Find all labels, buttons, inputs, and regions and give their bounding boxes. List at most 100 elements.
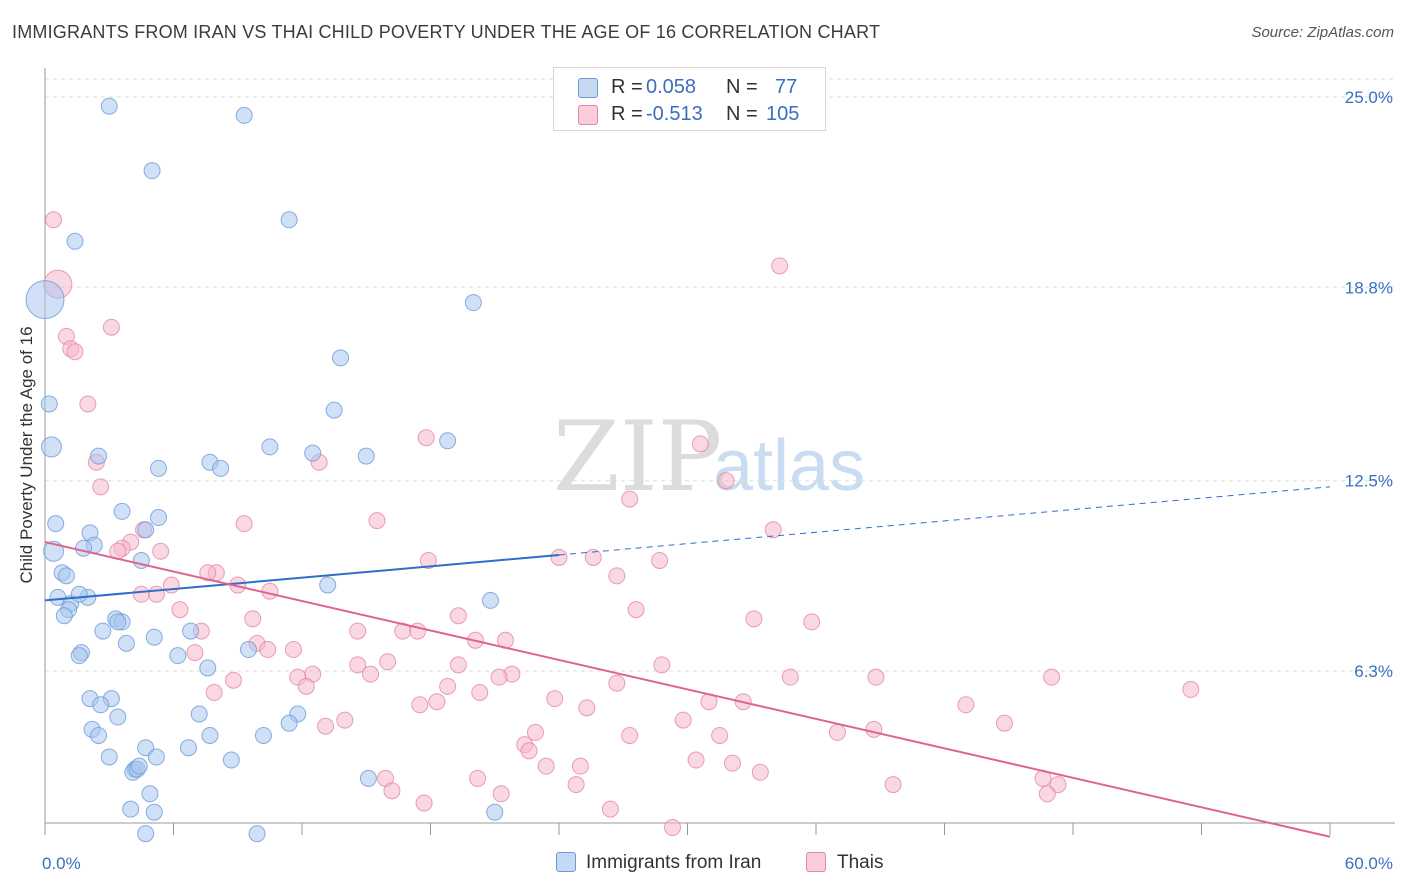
thai-point <box>469 769 487 787</box>
thai-point <box>199 564 217 582</box>
thai-point <box>653 656 671 674</box>
iran-point <box>43 540 65 562</box>
iran-point <box>280 211 298 229</box>
iran-point <box>141 785 159 803</box>
thai-point <box>411 696 429 714</box>
legend-row-iran: R = 0.058 N = 77 <box>554 74 825 102</box>
thai-point <box>297 677 315 695</box>
iran-point <box>92 696 110 714</box>
iran-point <box>179 739 197 757</box>
thai-point <box>259 641 277 659</box>
iran-point <box>222 751 240 769</box>
iran-point <box>40 395 58 413</box>
thai-point <box>1038 785 1056 803</box>
thai-point <box>439 677 457 695</box>
thai-point <box>383 782 401 800</box>
iran-point <box>182 622 200 640</box>
series-legend: Immigrants from Iran Thais <box>0 850 1406 880</box>
thai-point <box>45 211 63 229</box>
legend-n-value: 77 <box>775 76 798 98</box>
thai-point <box>781 668 799 686</box>
iran-point <box>486 803 504 821</box>
thai-point <box>224 671 242 689</box>
iran-point <box>100 97 118 115</box>
thai-point <box>171 601 189 619</box>
thai-point <box>578 699 596 717</box>
thai-point <box>550 548 568 566</box>
legend-n-value: 105 <box>766 103 800 125</box>
iran-point <box>150 509 168 527</box>
iran-point <box>55 607 73 625</box>
thai-point <box>471 683 489 701</box>
iran-point <box>130 757 148 775</box>
thai-point <box>419 551 437 569</box>
thai-point <box>317 717 335 735</box>
thai-point <box>803 613 821 631</box>
thai-point <box>92 478 110 496</box>
thai-point <box>571 757 589 775</box>
thai-point <box>717 472 735 490</box>
legend-row-thais: R = -0.513 N = 105 <box>554 101 825 129</box>
thai-point <box>102 318 120 336</box>
thai-point <box>691 435 709 453</box>
thai-point <box>865 720 883 738</box>
iran-point <box>239 641 257 659</box>
legend-label-thais: Thais <box>837 852 884 873</box>
thai-point <box>336 711 354 729</box>
iran-point <box>357 447 375 465</box>
iran-point <box>190 705 208 723</box>
thai-point <box>284 641 302 659</box>
iran-point <box>75 539 93 557</box>
thai-point <box>235 515 253 533</box>
thai-point <box>1043 668 1061 686</box>
thai-point <box>449 607 467 625</box>
thai-point <box>349 622 367 640</box>
thai-point <box>428 693 446 711</box>
thai-point <box>152 542 170 560</box>
thai-point <box>415 794 433 812</box>
thai-point <box>490 668 508 686</box>
thai-point <box>828 723 846 741</box>
iran-point <box>40 436 62 458</box>
iran-point <box>117 634 135 652</box>
thai-point <box>417 429 435 447</box>
iran-point <box>359 769 377 787</box>
thai-point <box>186 644 204 662</box>
legend-r-value: -0.513 <box>646 103 703 125</box>
iran-point <box>47 515 65 533</box>
iran-point <box>235 106 253 124</box>
iran-point <box>122 800 140 818</box>
x-tick-label-min: 0.0% <box>42 854 81 873</box>
iran-point <box>212 459 230 477</box>
thai-point <box>362 665 380 683</box>
iran-trend-line <box>44 553 560 602</box>
watermark-zip: ZIP <box>553 401 722 513</box>
legend-r-value: 0.058 <box>646 76 697 98</box>
iran-point <box>248 825 266 843</box>
legend-r-label: R = <box>611 76 643 98</box>
legend-n-label: N = <box>726 76 758 98</box>
thai-point <box>608 674 626 692</box>
thai-point <box>867 668 885 686</box>
thai-point <box>368 512 386 530</box>
thai-point <box>147 585 165 603</box>
iran-point <box>201 726 219 744</box>
legend-swatch-thais <box>578 105 598 125</box>
thai-point <box>79 395 97 413</box>
thai-point <box>771 257 789 275</box>
thai-point <box>764 521 782 539</box>
thai-point <box>608 567 626 585</box>
thai-point <box>449 656 467 674</box>
thai-point <box>526 723 544 741</box>
thai-point <box>492 785 510 803</box>
iran-point <box>100 748 118 766</box>
iran-point <box>109 613 127 631</box>
iran-point <box>199 659 217 677</box>
iran-point <box>481 591 499 609</box>
thai-point <box>520 742 538 760</box>
thai-point <box>751 763 769 781</box>
thai-point <box>687 751 705 769</box>
thai-point <box>723 754 741 772</box>
legend-swatch-iran <box>578 78 598 98</box>
